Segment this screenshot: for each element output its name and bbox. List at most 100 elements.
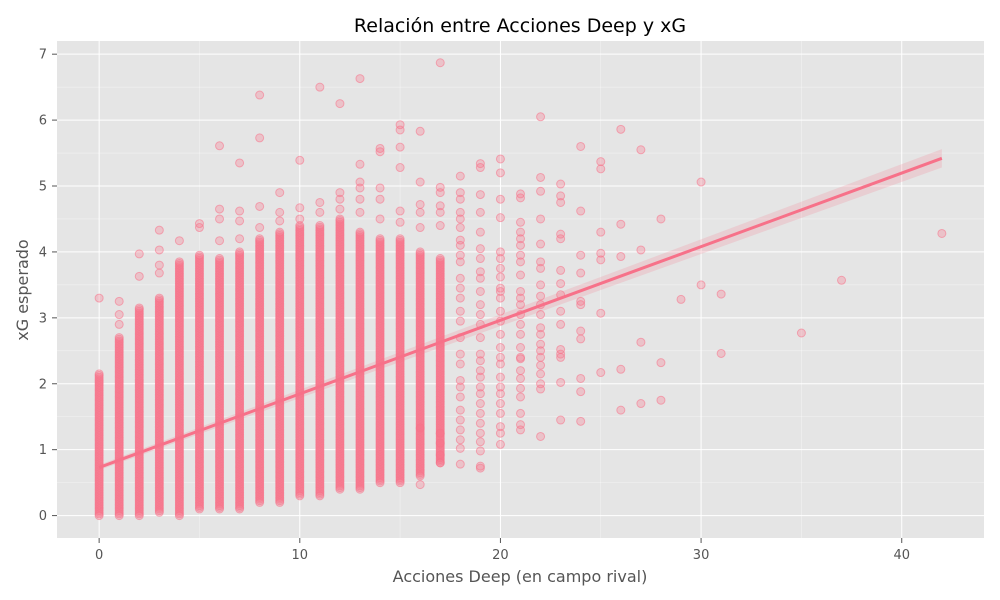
data-point — [516, 425, 525, 435]
data-point — [516, 373, 525, 383]
data-point — [215, 214, 225, 224]
data-point — [375, 214, 385, 224]
data-point — [576, 206, 586, 216]
data-point — [516, 329, 525, 339]
data-point — [415, 126, 425, 136]
data-point — [475, 333, 485, 343]
data-point — [154, 260, 164, 270]
data-point — [656, 395, 666, 405]
data-point — [455, 283, 465, 293]
data-point — [616, 219, 626, 229]
data-point — [656, 358, 666, 368]
data-point — [235, 206, 245, 216]
data-point — [475, 463, 485, 473]
x-tick-label: 30 — [693, 548, 710, 563]
data-point — [415, 423, 425, 433]
data-point — [415, 199, 425, 209]
data-point — [475, 437, 485, 447]
data-point — [796, 328, 806, 338]
data-point — [475, 207, 485, 217]
data-point — [315, 197, 325, 207]
data-point — [536, 329, 546, 339]
data-point — [455, 415, 465, 425]
data-point — [516, 217, 525, 227]
data-point — [536, 263, 546, 273]
data-point — [556, 234, 566, 244]
data-point — [495, 213, 505, 223]
data-point — [696, 280, 706, 290]
data-point — [596, 368, 606, 378]
data-point — [556, 415, 566, 425]
data-point — [475, 310, 485, 320]
data-point — [174, 236, 184, 246]
data-point — [475, 300, 485, 310]
data-point — [495, 372, 505, 382]
data-point — [536, 112, 546, 122]
data-point — [837, 275, 847, 285]
data-point — [596, 164, 606, 174]
y-tick-label: 2 — [39, 377, 47, 392]
data-point — [556, 265, 566, 275]
data-point — [536, 186, 546, 196]
x-tick-label: 0 — [95, 548, 103, 563]
data-point — [475, 286, 485, 296]
data-point — [435, 58, 445, 68]
data-point — [475, 356, 485, 366]
data-point — [636, 337, 646, 347]
data-point — [596, 255, 606, 265]
data-point — [516, 193, 525, 203]
data-point — [536, 431, 546, 441]
data-point — [516, 270, 525, 280]
data-point — [536, 369, 546, 379]
data-point — [154, 268, 164, 278]
data-point — [435, 458, 445, 468]
data-point — [215, 204, 225, 214]
data-point — [516, 392, 525, 402]
data-point — [235, 158, 245, 168]
data-point — [455, 214, 465, 224]
data-point — [516, 240, 525, 250]
data-point — [255, 234, 265, 244]
data-point — [536, 384, 546, 394]
data-point — [395, 206, 405, 216]
data-point — [475, 254, 485, 264]
data-point — [636, 245, 646, 255]
data-point — [536, 239, 546, 249]
chart-title: Relación entre Acciones Deep y xG — [354, 15, 686, 37]
data-point — [516, 366, 525, 376]
y-tick-label: 3 — [39, 311, 47, 326]
data-point — [475, 190, 485, 200]
data-point — [455, 392, 465, 402]
data-point — [335, 99, 345, 109]
data-point — [576, 387, 586, 397]
data-point — [455, 240, 465, 250]
data-point — [114, 310, 124, 320]
data-point — [395, 217, 405, 227]
x-tick-label: 10 — [292, 548, 309, 563]
data-point — [455, 443, 465, 453]
data-point — [275, 207, 285, 217]
data-point — [455, 306, 465, 316]
data-point — [455, 382, 465, 392]
data-point — [616, 252, 626, 262]
data-point — [455, 257, 465, 267]
data-point — [154, 225, 164, 235]
plot-area — [57, 41, 984, 538]
data-point — [355, 207, 365, 217]
data-point — [415, 480, 425, 490]
data-point — [475, 418, 485, 428]
y-axis-label: xG esperado — [13, 239, 32, 340]
data-point — [255, 133, 265, 143]
data-point — [475, 399, 485, 409]
x-axis-label: Acciones Deep (en campo rival) — [393, 567, 648, 586]
data-point — [475, 244, 485, 254]
data-point — [495, 399, 505, 409]
data-point — [235, 216, 245, 226]
data-point — [656, 214, 666, 224]
data-point — [556, 352, 566, 362]
data-point — [475, 227, 485, 237]
data-point — [556, 197, 566, 207]
data-point — [415, 177, 425, 187]
data-point — [495, 343, 505, 353]
